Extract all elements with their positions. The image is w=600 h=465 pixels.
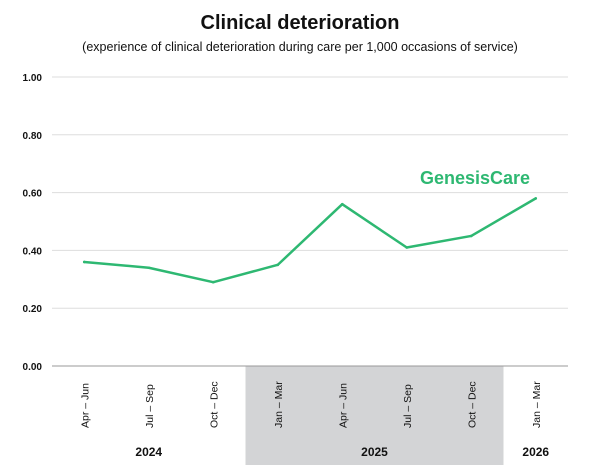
gridlines (52, 76, 568, 367)
x-tick-label: Jan – Mar (273, 381, 285, 428)
data-point-4 (340, 202, 344, 206)
data-point-6 (469, 234, 473, 238)
year-label-2026: 2026 (522, 445, 549, 459)
year-band-layer (245, 366, 504, 465)
y-tick-label: 0.20 (23, 304, 43, 315)
series-line (83, 197, 537, 284)
data-point-5 (405, 246, 409, 249)
chart-subtitle: (experience of clinical deterioration du… (82, 40, 518, 54)
year-band-2025 (245, 366, 504, 465)
data-point-3 (276, 263, 280, 267)
genesiscare-logo-text: GenesisCare (420, 168, 531, 188)
x-tick-label: Oct – Dec (466, 381, 478, 428)
y-axis-ticks: 0.00 0.20 0.40 0.60 0.80 1.00 (23, 73, 43, 373)
year-label-2024: 2024 (135, 445, 162, 459)
x-tick-label: Jul – Sep (144, 384, 156, 428)
chart-title: Clinical deterioration (200, 12, 400, 34)
y-tick-label: 0.60 (23, 189, 43, 200)
y-tick-label: 0.80 (23, 131, 43, 142)
y-tick-label: 1.00 (23, 73, 43, 84)
series-line-layer (82, 197, 538, 284)
x-tick-label: Apr – Jun (337, 383, 349, 428)
y-tick-label: 0.00 (23, 362, 43, 373)
x-tick-label: Jul – Sep (402, 384, 414, 428)
x-axis-ticks: Apr – Jun Jul – Sep Oct – Dec Jan – Mar Apr … (79, 381, 543, 428)
data-point-0 (82, 260, 86, 264)
y-tick-label: 0.40 (23, 246, 43, 257)
year-label-2025: 2025 (361, 445, 388, 459)
x-tick-label: Oct – Dec (208, 381, 220, 428)
year-labels: 2024 2025 2026 (135, 445, 549, 459)
data-point-1 (147, 266, 151, 270)
data-point-2 (211, 280, 215, 284)
x-tick-label: Jan – Mar (531, 381, 543, 428)
x-tick-label: Apr – Jun (79, 383, 91, 428)
data-point-7 (534, 197, 538, 200)
